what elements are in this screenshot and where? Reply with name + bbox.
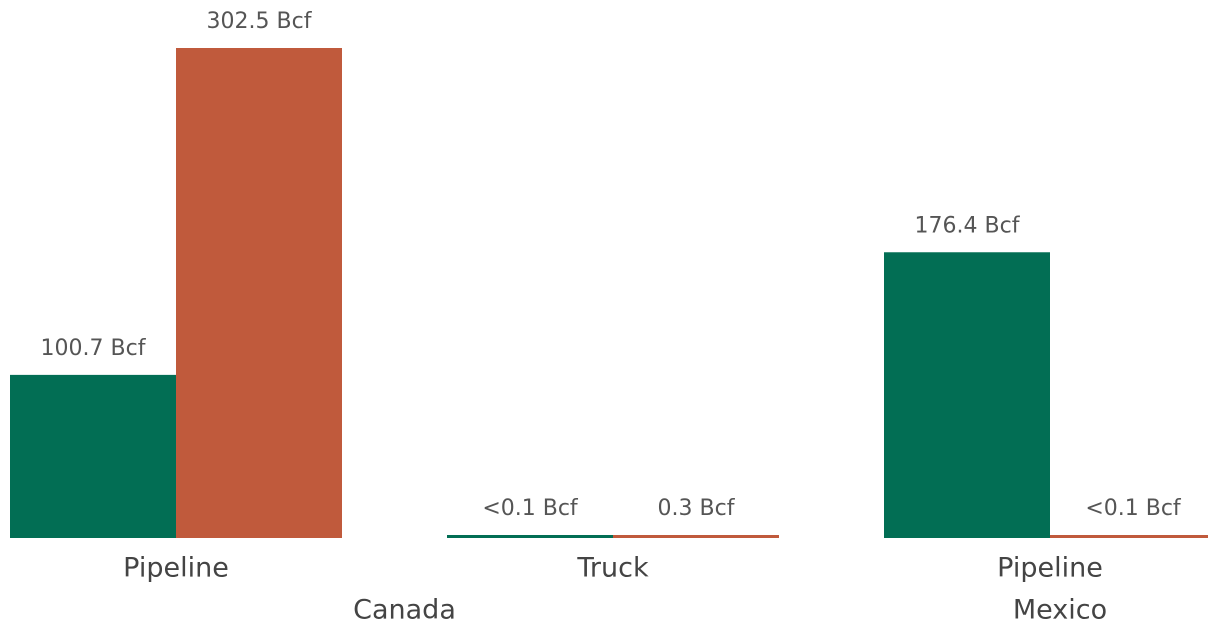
bar bbox=[176, 48, 342, 538]
value-label: 0.3 Bcf bbox=[658, 496, 736, 521]
bar bbox=[10, 374, 176, 538]
group-label: Canada bbox=[353, 595, 456, 626]
group-label: Mexico bbox=[1013, 595, 1107, 626]
bar bbox=[884, 252, 1050, 538]
category-label: Pipeline bbox=[123, 553, 229, 584]
value-label: 176.4 Bcf bbox=[915, 213, 1021, 238]
bar bbox=[447, 535, 613, 538]
category-label: Pipeline bbox=[997, 553, 1103, 584]
value-label: 100.7 Bcf bbox=[41, 336, 147, 361]
category-label: Truck bbox=[576, 553, 649, 584]
bar bbox=[613, 535, 779, 538]
bar bbox=[1050, 535, 1208, 538]
value-label: 302.5 Bcf bbox=[207, 9, 313, 34]
value-label: <0.1 Bcf bbox=[1085, 496, 1182, 521]
value-label: <0.1 Bcf bbox=[482, 496, 579, 521]
